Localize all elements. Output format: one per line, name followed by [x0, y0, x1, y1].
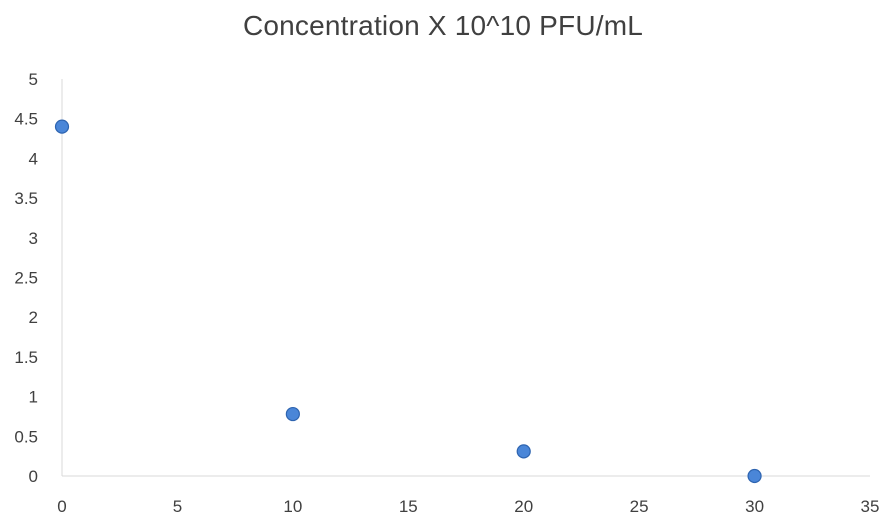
x-tick-label: 15 [399, 497, 418, 516]
y-axis-tick-labels: 0 0.5 1 1.5 2 2.5 3 3.5 4 4.5 5 [14, 70, 38, 486]
axes [61, 79, 870, 477]
y-tick-label: 1.5 [14, 348, 38, 367]
x-tick-label: 20 [514, 497, 533, 516]
chart-title: Concentration X 10^10 PFU/mL [242, 10, 644, 41]
y-tick-label: 4.5 [14, 110, 38, 129]
y-tick-label: 2.5 [14, 269, 38, 288]
x-tick-label: 35 [861, 497, 880, 516]
y-tick-label: 2 [29, 308, 38, 327]
data-point [54, 119, 70, 134]
data-point [285, 406, 300, 422]
x-axis-tick-labels: 0 5 10 15 20 25 30 35 [57, 497, 879, 516]
y-tick-label: 0.5 [14, 427, 38, 446]
data-point [747, 468, 762, 484]
data-point [516, 444, 531, 459]
x-tick-label: 30 [745, 497, 764, 516]
data-points [54, 119, 762, 484]
x-tick-label: 0 [57, 497, 66, 516]
y-tick-label: 4 [29, 149, 38, 168]
y-tick-label: 1 [29, 388, 38, 407]
y-tick-label: 3 [29, 229, 38, 248]
y-tick-label: 0 [29, 467, 38, 486]
y-tick-label: 5 [29, 70, 38, 89]
x-tick-label: 10 [283, 497, 302, 516]
x-tick-label: 25 [630, 497, 649, 516]
x-tick-label: 5 [173, 497, 182, 516]
y-tick-label: 3.5 [14, 189, 38, 208]
